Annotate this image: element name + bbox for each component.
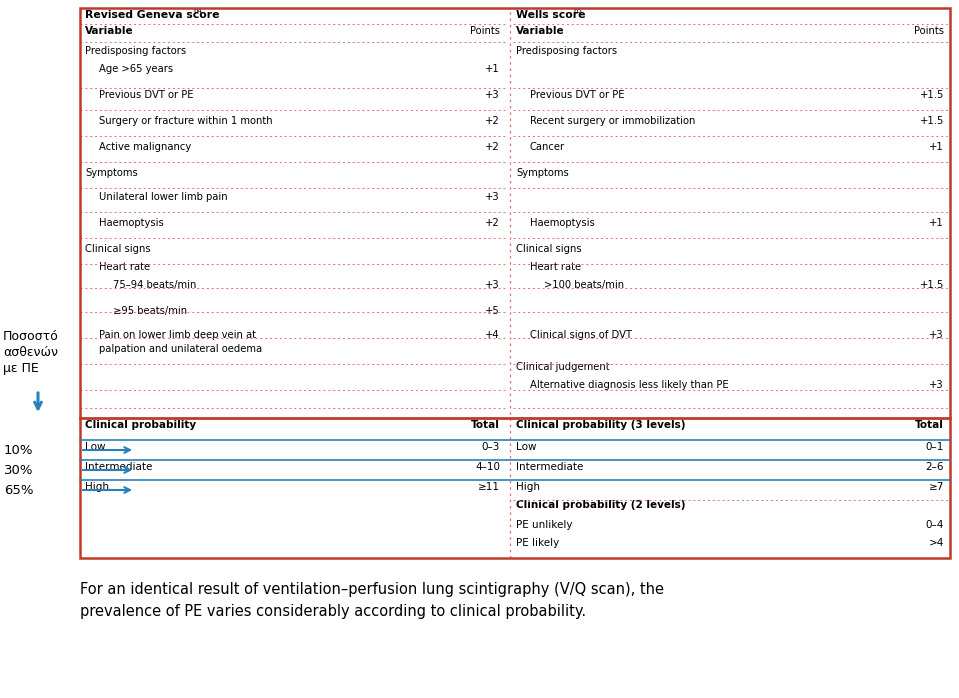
Text: 64: 64 <box>193 8 202 14</box>
Text: Low: Low <box>85 442 105 452</box>
Text: PE likely: PE likely <box>516 538 559 548</box>
Text: 65%: 65% <box>4 484 34 497</box>
Text: 75–94 beats/min: 75–94 beats/min <box>113 280 197 290</box>
Text: Predisposing factors: Predisposing factors <box>85 46 186 56</box>
Text: Surgery or fracture within 1 month: Surgery or fracture within 1 month <box>99 116 272 126</box>
Text: High: High <box>516 482 540 492</box>
Text: +2: +2 <box>485 142 500 152</box>
Text: Ποσοστό: Ποσοστό <box>3 330 58 343</box>
Text: 65: 65 <box>574 8 583 14</box>
Text: High: High <box>85 482 109 492</box>
Text: Clinical signs: Clinical signs <box>85 244 151 254</box>
Bar <box>80 8 950 558</box>
Text: Unilateral lower limb pain: Unilateral lower limb pain <box>99 192 227 202</box>
Text: PE unlikely: PE unlikely <box>516 520 573 530</box>
Text: 0–3: 0–3 <box>481 442 500 452</box>
Text: Symptoms: Symptoms <box>516 168 569 178</box>
Text: 4–10: 4–10 <box>475 462 500 472</box>
Text: Total: Total <box>915 420 944 430</box>
Text: +1: +1 <box>929 142 944 152</box>
Text: Heart rate: Heart rate <box>99 262 151 272</box>
Text: +1: +1 <box>485 64 500 74</box>
Text: +3: +3 <box>485 280 500 290</box>
Text: Clinical probability: Clinical probability <box>85 420 197 430</box>
Text: +5: +5 <box>485 306 500 316</box>
Text: Alternative diagnosis less likely than PE: Alternative diagnosis less likely than P… <box>530 380 729 390</box>
Text: ≥7: ≥7 <box>928 482 944 492</box>
Text: Clinical probability (2 levels): Clinical probability (2 levels) <box>516 500 686 510</box>
Text: Points: Points <box>470 26 500 36</box>
Text: Previous DVT or PE: Previous DVT or PE <box>99 90 194 100</box>
Text: ≥11: ≥11 <box>478 482 500 492</box>
Text: Intermediate: Intermediate <box>516 462 583 472</box>
Text: Heart rate: Heart rate <box>530 262 581 272</box>
Text: +1.5: +1.5 <box>920 280 944 290</box>
Text: Points: Points <box>914 26 944 36</box>
Text: palpation and unilateral oedema: palpation and unilateral oedema <box>99 344 262 354</box>
Text: Age >65 years: Age >65 years <box>99 64 174 74</box>
Text: ασθενών: ασθενών <box>3 346 58 359</box>
Text: Total: Total <box>471 420 500 430</box>
Text: +3: +3 <box>929 330 944 340</box>
Text: Clinical probability (3 levels): Clinical probability (3 levels) <box>516 420 686 430</box>
Text: ≥95 beats/min: ≥95 beats/min <box>113 306 187 316</box>
Text: Cancer: Cancer <box>530 142 565 152</box>
Text: Revised Geneva score: Revised Geneva score <box>85 10 220 20</box>
Text: 30%: 30% <box>4 464 34 477</box>
Text: +1: +1 <box>929 218 944 228</box>
Text: Recent surgery or immobilization: Recent surgery or immobilization <box>530 116 695 126</box>
Text: +4: +4 <box>485 330 500 340</box>
Text: Previous DVT or PE: Previous DVT or PE <box>530 90 624 100</box>
Text: +3: +3 <box>485 192 500 202</box>
Text: Low: Low <box>516 442 536 452</box>
Text: Wells score: Wells score <box>516 10 586 20</box>
Text: >100 beats/min: >100 beats/min <box>544 280 624 290</box>
Text: 0–1: 0–1 <box>925 442 944 452</box>
Text: Clinical judgement: Clinical judgement <box>516 362 610 372</box>
Text: Pain on lower limb deep vein at: Pain on lower limb deep vein at <box>99 330 256 340</box>
Text: Active malignancy: Active malignancy <box>99 142 191 152</box>
Text: Symptoms: Symptoms <box>85 168 138 178</box>
Text: For an identical result of ventilation–perfusion lung scintigraphy (V/Q scan), t: For an identical result of ventilation–p… <box>80 582 664 618</box>
Text: 2–6: 2–6 <box>925 462 944 472</box>
Text: 10%: 10% <box>4 444 34 457</box>
Text: 0–4: 0–4 <box>925 520 944 530</box>
Text: +1.5: +1.5 <box>920 116 944 126</box>
Text: >4: >4 <box>928 538 944 548</box>
Text: Intermediate: Intermediate <box>85 462 152 472</box>
Text: Predisposing factors: Predisposing factors <box>516 46 618 56</box>
Text: +2: +2 <box>485 218 500 228</box>
Text: με ΠΕ: με ΠΕ <box>3 362 38 375</box>
Text: Variable: Variable <box>85 26 133 36</box>
Text: +3: +3 <box>929 380 944 390</box>
Text: +1.5: +1.5 <box>920 90 944 100</box>
Text: Clinical signs of DVT: Clinical signs of DVT <box>530 330 632 340</box>
Text: Variable: Variable <box>516 26 565 36</box>
Text: +3: +3 <box>485 90 500 100</box>
Text: Haemoptysis: Haemoptysis <box>99 218 164 228</box>
Text: +2: +2 <box>485 116 500 126</box>
Text: Haemoptysis: Haemoptysis <box>530 218 595 228</box>
Text: Clinical signs: Clinical signs <box>516 244 581 254</box>
